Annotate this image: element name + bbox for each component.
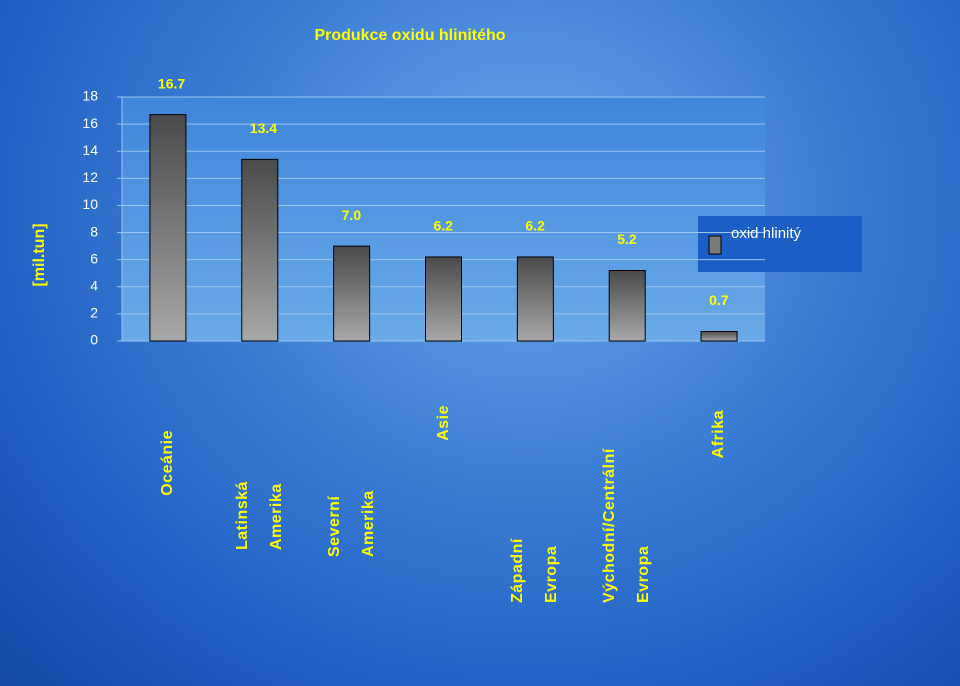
y-tick-label: 2 — [90, 305, 98, 321]
bar — [149, 114, 187, 342]
y-tick-label: 8 — [90, 223, 98, 239]
x-tick-label: Afrika — [710, 410, 728, 459]
y-tick-label: 0 — [90, 332, 98, 348]
x-tick-label: Oceánie — [158, 430, 176, 496]
value-label: 13.4 — [250, 120, 277, 136]
bar — [333, 245, 371, 342]
y-tick-label: 10 — [82, 196, 98, 212]
value-label: 7.0 — [342, 207, 362, 223]
legend-label: oxid hlinitý — [731, 225, 802, 242]
bar — [700, 331, 738, 342]
chart-title: Produkce oxidu hlinitého — [314, 27, 505, 44]
bar — [608, 270, 646, 342]
y-tick-label: 14 — [82, 142, 98, 158]
bar — [241, 158, 279, 342]
y-tick-label: 16 — [82, 115, 98, 131]
value-label: 0.7 — [709, 292, 729, 308]
x-tick-label: Latinská Amerika — [233, 481, 285, 550]
y-tick-label: 6 — [90, 250, 98, 266]
value-label: 6.2 — [525, 218, 545, 234]
y-tick-label: 4 — [90, 277, 98, 293]
value-label: 5.2 — [617, 231, 637, 247]
value-label: 16.7 — [158, 75, 185, 91]
x-tick-label: Asie — [434, 405, 452, 441]
x-tick-label: Východní/Centrální Evropa — [601, 448, 653, 603]
bar — [425, 256, 462, 342]
y-tick-label: 18 — [82, 88, 98, 104]
x-tick-label: Severní Amerika — [325, 490, 377, 557]
bar — [516, 256, 554, 342]
x-tick-label: Západní Evropa — [509, 538, 561, 603]
legend-box — [698, 216, 862, 272]
y-axis-label: [mil.tun] — [31, 223, 48, 286]
legend-swatch — [708, 235, 722, 255]
y-tick-label: 12 — [82, 169, 98, 185]
value-label: 6.2 — [434, 218, 454, 234]
